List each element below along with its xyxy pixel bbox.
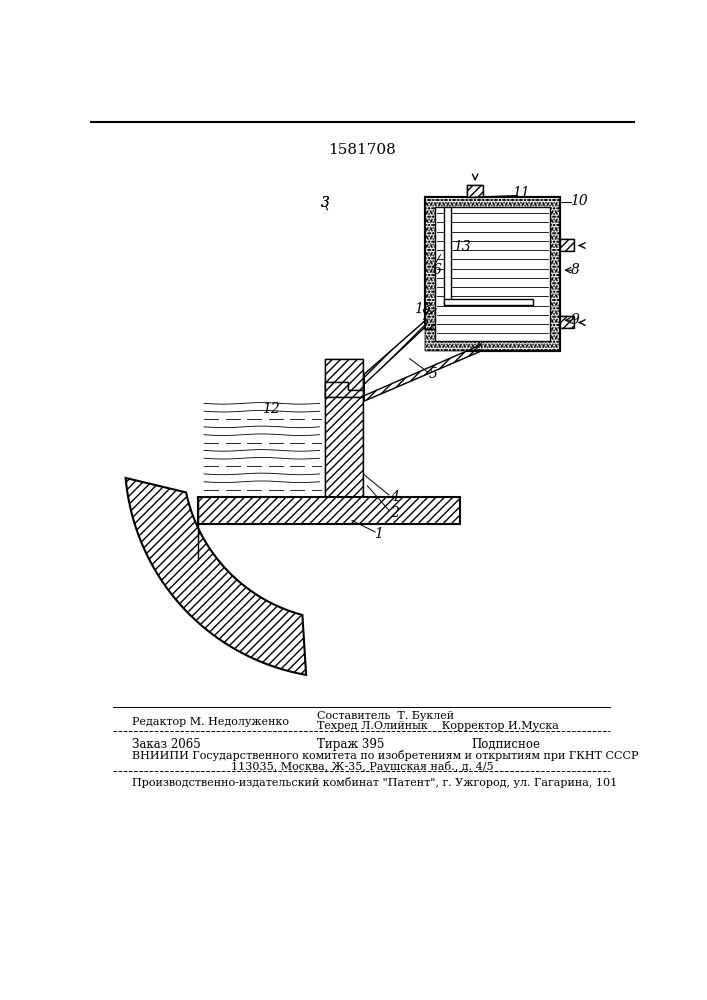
Text: 3: 3: [320, 196, 329, 210]
Text: 9: 9: [571, 313, 580, 327]
Text: ВНИИПИ Государственного комитета по изобретениям и открытиям при ГКНТ СССР: ВНИИПИ Государственного комитета по изоб…: [132, 750, 639, 761]
Polygon shape: [364, 319, 481, 401]
Polygon shape: [444, 207, 450, 305]
Text: 7: 7: [421, 309, 430, 323]
Text: 3: 3: [320, 196, 329, 210]
Text: 10: 10: [571, 194, 588, 208]
Text: 113035, Москва, Ж-35, Раушская наб., д. 4/5: 113035, Москва, Ж-35, Раушская наб., д. …: [230, 761, 493, 772]
Polygon shape: [444, 299, 533, 305]
Polygon shape: [364, 327, 479, 396]
Text: Тираж 395: Тираж 395: [317, 738, 385, 751]
Polygon shape: [198, 497, 460, 524]
Text: 4: 4: [390, 490, 399, 504]
Text: 12: 12: [262, 402, 280, 416]
Text: 1581708: 1581708: [328, 143, 396, 157]
Text: Редактор М. Недолуженко: Редактор М. Недолуженко: [132, 717, 289, 727]
Text: 13: 13: [453, 240, 471, 254]
Polygon shape: [425, 197, 560, 351]
Polygon shape: [325, 382, 363, 397]
Text: 2: 2: [390, 506, 399, 520]
Text: 5: 5: [428, 367, 437, 381]
Text: 6: 6: [432, 263, 441, 277]
Polygon shape: [425, 197, 560, 351]
Polygon shape: [126, 478, 306, 675]
Text: 8: 8: [571, 263, 580, 277]
Text: 11: 11: [513, 186, 530, 200]
Text: 13: 13: [414, 302, 432, 316]
Polygon shape: [435, 207, 550, 341]
Text: 1: 1: [375, 527, 383, 541]
Polygon shape: [560, 316, 573, 328]
Text: Заказ 2065: Заказ 2065: [132, 738, 201, 751]
Text: Составитель  Т. Буклей: Составитель Т. Буклей: [317, 711, 455, 721]
Polygon shape: [467, 185, 483, 197]
Text: Техред Л.Олийнык    Корректор И.Муска: Техред Л.Олийнык Корректор И.Муска: [317, 721, 559, 731]
Text: Производственно-издательский комбинат "Патент", г. Ужгород, ул. Гагарина, 101: Производственно-издательский комбинат "П…: [132, 777, 618, 788]
Polygon shape: [560, 239, 573, 251]
Text: Подписное: Подписное: [472, 738, 540, 751]
Polygon shape: [325, 359, 363, 497]
